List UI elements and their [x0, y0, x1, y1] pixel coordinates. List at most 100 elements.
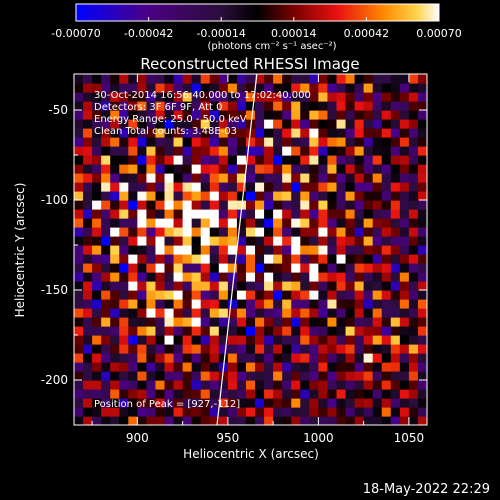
heatmap-cell [273, 128, 283, 138]
heatmap-cell [209, 380, 220, 390]
heatmap-cell [255, 317, 265, 327]
heatmap-cell [137, 218, 148, 228]
heatmap-cell [336, 389, 347, 399]
heatmap-cell [381, 335, 392, 345]
heatmap-cell [218, 155, 229, 165]
heatmap-cell [92, 227, 102, 237]
heatmap-cell [390, 254, 401, 264]
heatmap-cell [200, 110, 211, 120]
heatmap-cell [74, 398, 84, 408]
heatmap-cell [354, 74, 365, 84]
heatmap-cell [92, 254, 102, 264]
heatmap-cell [92, 155, 102, 165]
heatmap-cell [363, 173, 374, 183]
heatmap-cell [417, 299, 427, 309]
heatmap-cell [273, 335, 283, 345]
heatmap-cell [200, 362, 211, 372]
heatmap-cell [191, 263, 202, 273]
heatmap-cell [110, 398, 120, 408]
heatmap-cell [110, 290, 120, 300]
heatmap-cell [363, 416, 374, 425]
heatmap-cell [218, 254, 229, 264]
heatmap-cell [282, 281, 292, 291]
heatmap-cell [345, 218, 356, 228]
heatmap-cell [399, 254, 410, 264]
heatmap-cell [173, 389, 184, 399]
heatmap-cell [110, 146, 120, 156]
heatmap-cell [381, 353, 392, 363]
heatmap-cell [101, 209, 111, 219]
heatmap-cell [336, 110, 347, 120]
heatmap-cell [164, 110, 175, 120]
heatmap-cell [390, 362, 401, 372]
heatmap-cell [92, 353, 102, 363]
heatmap-cell [408, 380, 419, 390]
heatmap-cell [137, 326, 148, 336]
heatmap-cell [218, 200, 229, 210]
heatmap-cell [390, 407, 401, 417]
heatmap-cell [110, 191, 120, 201]
heatmap-cell [318, 263, 329, 273]
heatmap-cell [399, 281, 410, 291]
heatmap-cell [128, 344, 138, 354]
heatmap-cell [218, 227, 229, 237]
heatmap-cell [327, 263, 338, 273]
heatmap-cell [309, 74, 319, 84]
heatmap-cell [200, 227, 211, 237]
heatmap-cell [300, 326, 310, 336]
heatmap-cell [191, 317, 202, 327]
heatmap-cell [300, 308, 310, 318]
heatmap-cell [146, 182, 157, 192]
heatmap-cell [345, 398, 356, 408]
heatmap-cell [155, 281, 166, 291]
heatmap-cell [354, 245, 365, 255]
heatmap-cell [327, 398, 338, 408]
heatmap-cell [83, 263, 93, 273]
heatmap-cell [200, 200, 211, 210]
heatmap-cell [408, 416, 419, 425]
heatmap-cell [245, 191, 256, 201]
heatmap-cell [363, 92, 374, 102]
heatmap-cell [354, 128, 365, 138]
heatmap-cell [164, 281, 175, 291]
heatmap-cell [182, 371, 193, 381]
heatmap-cell [137, 74, 148, 84]
heatmap-cell [128, 317, 138, 327]
heatmap-cell [119, 362, 129, 372]
heatmap-cell [408, 290, 419, 300]
heatmap-cell [119, 245, 129, 255]
heatmap-cell [345, 110, 356, 120]
heatmap-cell [74, 335, 84, 345]
heatmap-cell [390, 209, 401, 219]
heatmap-cell [273, 173, 283, 183]
heatmap-cell [173, 137, 184, 147]
heatmap-cell [264, 227, 274, 237]
heatmap-cell [372, 173, 383, 183]
heatmap-cell [83, 110, 93, 120]
heatmap-cell [236, 317, 247, 327]
heatmap-cell [182, 308, 193, 318]
heatmap-cell [245, 380, 256, 390]
heatmap-cell [399, 83, 410, 93]
heatmap-cell [372, 182, 383, 192]
heatmap-cell [273, 74, 283, 84]
heatmap-cell [128, 245, 138, 255]
heatmap-cell [345, 362, 356, 372]
heatmap-cell [128, 200, 138, 210]
heatmap-cell [83, 308, 93, 318]
heatmap-cell [83, 200, 93, 210]
heatmap-cell [381, 173, 392, 183]
y-tick-label: -100 [41, 193, 68, 207]
heatmap-cell [327, 164, 338, 174]
heatmap-cell [119, 146, 129, 156]
heatmap-cell [255, 281, 265, 291]
heatmap-cell [119, 155, 129, 165]
heatmap-cell [309, 326, 319, 336]
heatmap-cell [417, 344, 427, 354]
heatmap-cell [119, 101, 129, 111]
heatmap-cell [209, 344, 220, 354]
heatmap-cell [273, 227, 283, 237]
heatmap-cell [291, 146, 301, 156]
heatmap-cell [182, 173, 193, 183]
heatmap-cell [74, 191, 84, 201]
